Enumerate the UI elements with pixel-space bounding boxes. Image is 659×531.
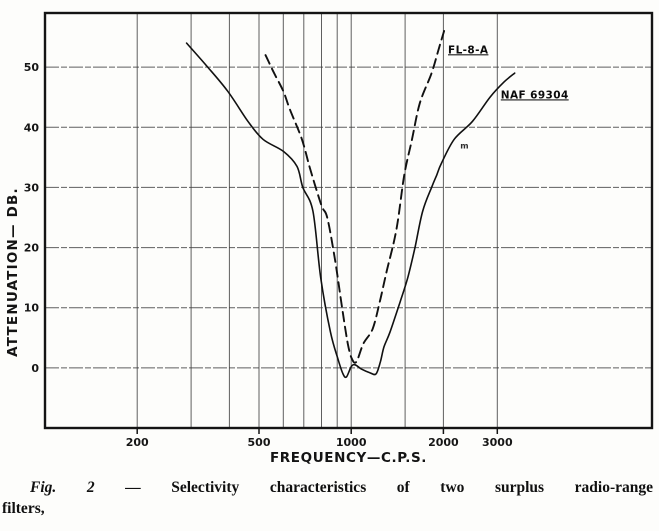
y-tick-label-50: 50: [24, 61, 40, 74]
x-tick-label-500: 500: [248, 436, 271, 449]
y-tick-label-20: 20: [24, 242, 40, 255]
print-artifact-m: m: [460, 141, 468, 150]
figure-caption: Fig. 2 — Selectivity characteristics of …: [0, 477, 659, 519]
curve-label-naf-69304: NAF 69304: [501, 89, 569, 101]
figure-number: Fig. 2: [30, 479, 95, 496]
x-tick-label-1000: 1000: [336, 436, 367, 449]
y-axis-title: ATTENUATION— DB.: [5, 187, 21, 357]
x-tick-label-200: 200: [126, 436, 149, 449]
curve-naf-69304: [185, 42, 516, 379]
caption-text: Selectivity characteristics of two surpl…: [171, 479, 653, 496]
y-tick-label-40: 40: [24, 121, 40, 134]
curve-fl-8-a: [264, 30, 446, 364]
figure-caption-line2: filters,: [2, 500, 45, 517]
x-tick-label-3000: 3000: [482, 436, 513, 449]
y-tick-label-0: 0: [31, 362, 39, 375]
selectivity-chart: 0 10 20 30 40 50 200 500 1000 2000 3000 FL-8-A NAF 6…: [24, 11, 654, 449]
caption-dash: —: [125, 479, 141, 496]
y-tick-label-30: 30: [24, 181, 40, 194]
plot-frame: [43, 11, 654, 430]
curve-label-fl-8-a: FL-8-A: [448, 44, 489, 56]
y-tick-label-10: 10: [24, 302, 40, 315]
x-tick-label-2000: 2000: [428, 436, 459, 449]
x-axis-title: FREQUENCY—C.P.S.: [269, 450, 427, 466]
figure-caption-line1: Fig. 2 — Selectivity characteristics of …: [0, 477, 659, 498]
